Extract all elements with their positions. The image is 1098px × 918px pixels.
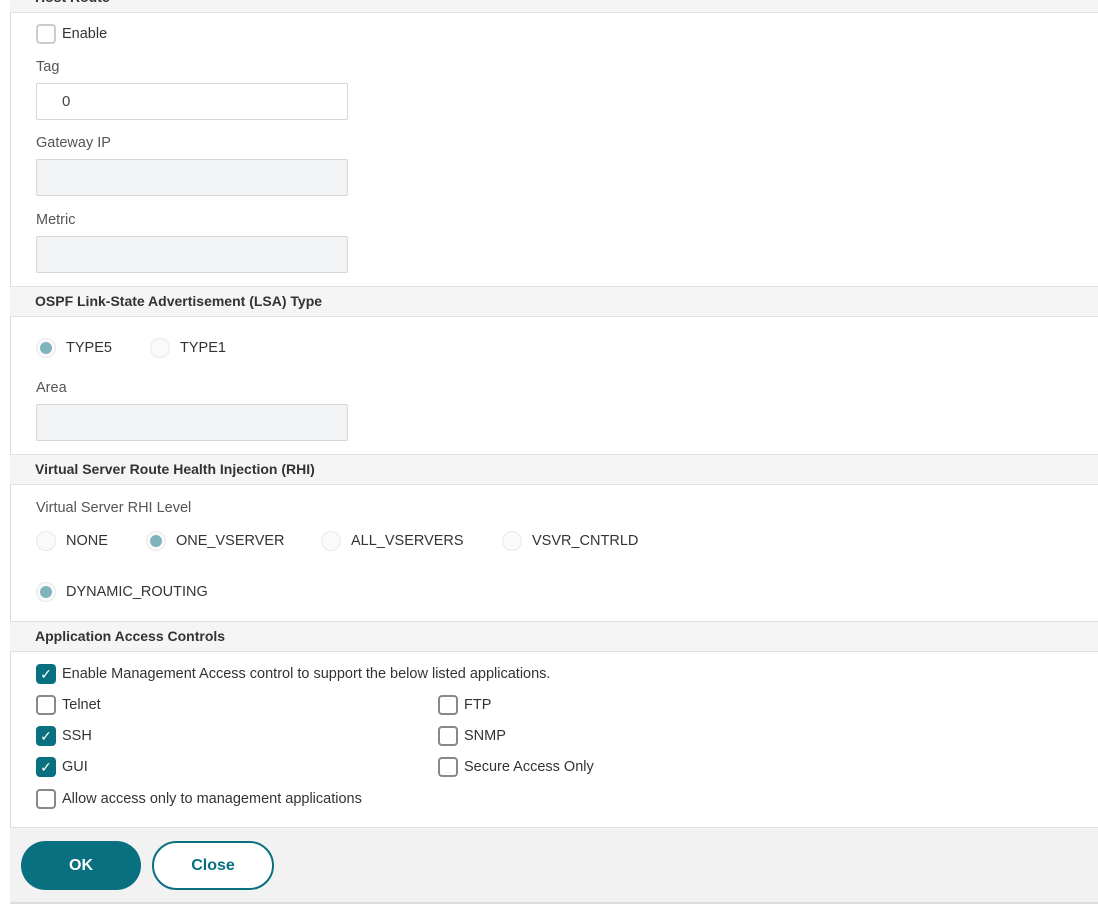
- radio-icon: [36, 531, 56, 551]
- section-rhi: Virtual Server Route Health Injection (R…: [10, 454, 1098, 485]
- radio-type1[interactable]: TYPE1: [150, 338, 226, 358]
- dialog-panel: [10, 0, 1098, 904]
- gateway-input[interactable]: [36, 159, 348, 196]
- enable-mgmt-checkbox[interactable]: ✓ Enable Management Access control to sup…: [36, 664, 550, 684]
- checkbox-icon: [36, 695, 56, 715]
- checkbox-icon: [438, 726, 458, 746]
- radio-all-vservers[interactable]: ALL_VSERVERS: [321, 531, 464, 551]
- checkbox-icon: [438, 757, 458, 777]
- checkbox-label: GUI: [62, 759, 88, 775]
- checkbox-label: Allow access only to management applicat…: [62, 791, 362, 807]
- tag-label: Tag: [36, 59, 60, 75]
- checkbox-icon: [36, 24, 56, 44]
- snmp-checkbox[interactable]: SNMP: [438, 726, 506, 746]
- enable-label: Enable: [62, 26, 108, 42]
- checkbox-label: Enable Management Access control to supp…: [62, 666, 551, 682]
- enable-checkbox[interactable]: Enable: [36, 24, 107, 44]
- area-input[interactable]: [36, 404, 348, 441]
- radio-label: VSVR_CNTRLD: [532, 533, 639, 549]
- ssh-checkbox[interactable]: ✓ SSH: [36, 726, 92, 746]
- secure-access-checkbox[interactable]: Secure Access Only: [438, 757, 594, 777]
- checkbox-icon: [438, 695, 458, 715]
- check-icon: ✓: [36, 726, 56, 746]
- radio-label: ALL_VSERVERS: [351, 533, 464, 549]
- radio-icon: [502, 531, 522, 551]
- checkbox-label: Telnet: [62, 697, 101, 713]
- radio-vsvr-cntrld[interactable]: VSVR_CNTRLD: [502, 531, 638, 551]
- ok-button[interactable]: OK: [21, 841, 141, 890]
- checkbox-icon: [36, 789, 56, 809]
- rhi-level-label: Virtual Server RHI Level: [36, 500, 192, 516]
- radio-none[interactable]: NONE: [36, 531, 108, 551]
- ftp-checkbox[interactable]: FTP: [438, 695, 491, 715]
- checkbox-label: SNMP: [464, 728, 506, 744]
- radio-type5[interactable]: TYPE5: [36, 338, 112, 358]
- tag-input[interactable]: 0: [36, 83, 348, 120]
- radio-icon: [36, 338, 56, 358]
- gui-checkbox[interactable]: ✓ GUI: [36, 757, 88, 777]
- radio-icon: [150, 338, 170, 358]
- metric-label: Metric: [36, 212, 76, 228]
- radio-dynamic-routing[interactable]: DYNAMIC_ROUTING: [36, 582, 208, 602]
- metric-input[interactable]: [36, 236, 348, 273]
- radio-label: NONE: [66, 533, 108, 549]
- checkbox-label: SSH: [62, 728, 92, 744]
- section-access: Application Access Controls: [10, 621, 1098, 652]
- checkbox-label: Secure Access Only: [464, 759, 594, 775]
- checkbox-label: FTP: [464, 697, 492, 713]
- section-host-route: Host Route: [10, 0, 1098, 13]
- check-icon: ✓: [36, 757, 56, 777]
- radio-label: TYPE5: [66, 340, 112, 356]
- radio-label: TYPE1: [180, 340, 226, 356]
- radio-label: DYNAMIC_ROUTING: [66, 584, 208, 600]
- area-label: Area: [36, 380, 67, 396]
- radio-icon: [36, 582, 56, 602]
- allow-only-checkbox[interactable]: Allow access only to management applicat…: [36, 789, 362, 809]
- check-icon: ✓: [36, 664, 56, 684]
- radio-label: ONE_VSERVER: [176, 533, 285, 549]
- radio-icon: [321, 531, 341, 551]
- gateway-label: Gateway IP: [36, 135, 111, 151]
- telnet-checkbox[interactable]: Telnet: [36, 695, 101, 715]
- close-button[interactable]: Close: [152, 841, 274, 890]
- section-ospf: OSPF Link-State Advertisement (LSA) Type: [10, 286, 1098, 317]
- radio-icon: [146, 531, 166, 551]
- radio-one-vserver[interactable]: ONE_VSERVER: [146, 531, 285, 551]
